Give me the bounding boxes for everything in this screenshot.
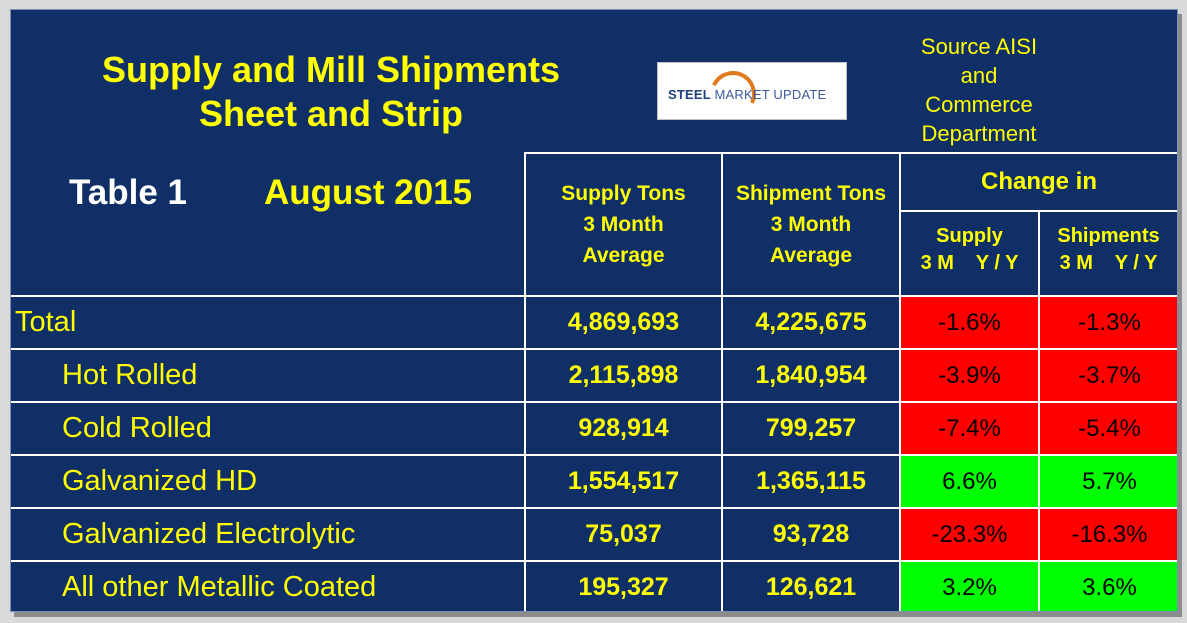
title-line-1: Supply and Mill Shipments bbox=[101, 49, 561, 90]
shipment-tons-value: 1,365,115 bbox=[756, 467, 866, 495]
shipments-change-cell: -5.4% bbox=[1040, 403, 1177, 454]
shipments-change-cell: -1.3% bbox=[1040, 297, 1177, 348]
grid-line bbox=[524, 152, 1177, 154]
grid-line bbox=[721, 152, 723, 611]
row-label: Galvanized HD bbox=[62, 465, 258, 497]
supply-change-cell: -3.9% bbox=[901, 350, 1038, 401]
col-header-change-in: Change in bbox=[980, 168, 1097, 195]
col-header-shipment-tons: Shipment Tons 3 Month Average bbox=[735, 182, 887, 267]
grid-line bbox=[11, 348, 1177, 350]
shipments-change-cell: 3.6% bbox=[1040, 562, 1177, 611]
supply-tons-value: 75,037 bbox=[585, 520, 662, 548]
supply-tons-value: 928,914 bbox=[578, 414, 669, 442]
steel-market-update-logo: STEEL MARKET UPDATE bbox=[657, 62, 847, 124]
supply-change-cell: -1.6% bbox=[901, 297, 1038, 348]
supply-change-cell: -23.3% bbox=[901, 509, 1038, 560]
supply-change-cell: 6.6% bbox=[901, 456, 1038, 507]
title-line-2: Sheet and Strip bbox=[198, 93, 464, 134]
shipments-change-cell: -16.3% bbox=[1040, 509, 1177, 560]
source-line: Commerce bbox=[925, 92, 1033, 117]
supply-tons-value: 2,115,898 bbox=[568, 361, 679, 389]
col-header-supply-tons: Supply Tons 3 Month Average bbox=[561, 182, 686, 267]
row-label: Cold Rolled bbox=[62, 412, 212, 444]
logo-text: STEEL MARKET UPDATE bbox=[668, 87, 827, 102]
col-header-shipments-change: Shipments 3 M Y / Y bbox=[1057, 225, 1160, 274]
supply-tons-value: 4,869,693 bbox=[567, 308, 680, 336]
shipment-tons-value: 93,728 bbox=[772, 520, 850, 548]
supply-change-cell: -7.4% bbox=[901, 403, 1038, 454]
supply-change-cell: 3.2% bbox=[901, 562, 1038, 611]
grid-line bbox=[11, 560, 1177, 562]
grid-line bbox=[11, 295, 1177, 297]
row-label: Total bbox=[15, 306, 77, 338]
shipments-change-cell: 5.7% bbox=[1040, 456, 1177, 507]
shipment-tons-value: 1,840,954 bbox=[755, 361, 867, 389]
grid-line bbox=[11, 454, 1177, 456]
row-label: All other Metallic Coated bbox=[62, 571, 377, 603]
shipment-tons-value: 126,621 bbox=[765, 573, 857, 601]
grid-line bbox=[899, 152, 901, 611]
grid-line bbox=[11, 507, 1177, 509]
row-label: Hot Rolled bbox=[62, 359, 198, 391]
table-date: August 2015 bbox=[264, 173, 473, 212]
shipments-change-cell: -3.7% bbox=[1040, 350, 1177, 401]
col-header-supply-change: Supply 3 M Y / Y bbox=[920, 225, 1019, 274]
grid-line bbox=[524, 152, 526, 611]
source-line: and bbox=[960, 63, 998, 88]
table-panel: Supply and Mill Shipments Sheet and Stri… bbox=[10, 9, 1178, 612]
source-line: Department bbox=[921, 121, 1037, 146]
supply-tons-value: 195,327 bbox=[578, 573, 669, 601]
grid-line bbox=[1038, 210, 1040, 611]
source-note: Source AISI and Commerce Department bbox=[889, 32, 1069, 148]
grid-line bbox=[11, 401, 1177, 403]
table-title: Supply and Mill Shipments Sheet and Stri… bbox=[101, 48, 561, 136]
shipment-tons-value: 4,225,675 bbox=[755, 308, 867, 336]
grid-line bbox=[899, 210, 1177, 212]
source-line: Source AISI bbox=[920, 34, 1038, 59]
row-label: Galvanized Electrolytic bbox=[62, 518, 356, 550]
supply-tons-value: 1,554,517 bbox=[567, 467, 680, 495]
shipment-tons-value: 799,257 bbox=[765, 414, 857, 442]
table-label: Table 1 bbox=[69, 173, 188, 212]
